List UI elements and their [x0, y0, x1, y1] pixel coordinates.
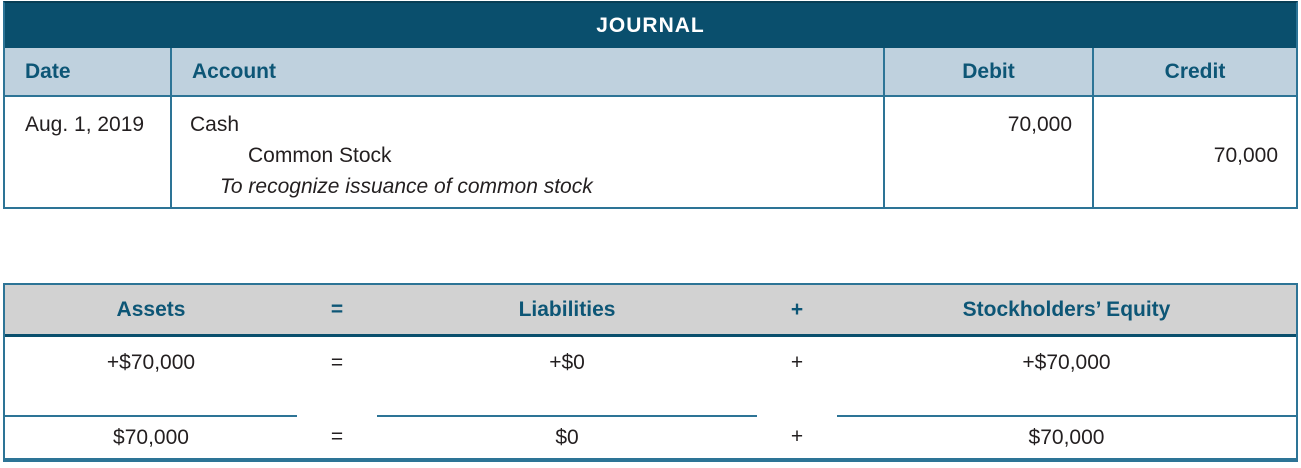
equation-header-row: Assets = Liabilities + Stockholders’ Equ… — [5, 285, 1296, 337]
liabilities-total: $0 — [377, 415, 757, 458]
equity-total: $70,000 — [837, 415, 1296, 458]
assets-change: +$70,000 — [5, 337, 297, 415]
journal-header-row: Date Account Debit Credit — [5, 48, 1296, 97]
entry-accounts: Cash Common Stock To recognize issuance … — [172, 97, 885, 207]
equation-header-liabilities: Liabilities — [377, 285, 757, 337]
accounting-equation-table: Assets = Liabilities + Stockholders’ Equ… — [3, 283, 1298, 462]
column-header-account: Account — [172, 48, 885, 97]
entry-memo: To recognize issuance of common stock — [220, 175, 593, 198]
credit-amount: 70,000 — [1094, 97, 1296, 207]
equation-totals-row: $70,000 = $0 + $70,000 — [5, 415, 1296, 458]
equals-sign: = — [297, 337, 377, 415]
entry-date: Aug. 1, 2019 — [5, 97, 172, 207]
column-header-debit: Debit — [885, 48, 1094, 97]
equation-header-equity: Stockholders’ Equity — [837, 285, 1296, 337]
journal-table: JOURNAL Date Account Debit Credit Aug. 1… — [3, 1, 1298, 209]
equation-header-assets: Assets — [5, 285, 297, 337]
assets-total: $70,000 — [5, 415, 297, 458]
debit-amount: 70,000 — [885, 97, 1094, 207]
equation-header-equals: = — [297, 285, 377, 337]
column-header-date: Date — [5, 48, 172, 97]
equation-changes-row: +$70,000 = +$0 + +$70,000 — [5, 337, 1296, 415]
debit-account-name: Cash — [190, 113, 240, 136]
column-header-credit: Credit — [1094, 48, 1296, 97]
journal-title-banner: JOURNAL — [5, 3, 1296, 48]
liabilities-change: +$0 — [377, 337, 757, 415]
credit-account-name: Common Stock — [248, 144, 392, 167]
plus-sign: + — [757, 337, 837, 415]
equity-change: +$70,000 — [837, 337, 1296, 415]
journal-entry-row: Aug. 1, 2019 Cash Common Stock To recogn… — [5, 97, 1296, 207]
plus-sign-total: + — [757, 415, 837, 458]
equation-header-plus: + — [757, 285, 837, 337]
equals-sign-total: = — [297, 415, 377, 458]
journal-title: JOURNAL — [596, 13, 705, 37]
